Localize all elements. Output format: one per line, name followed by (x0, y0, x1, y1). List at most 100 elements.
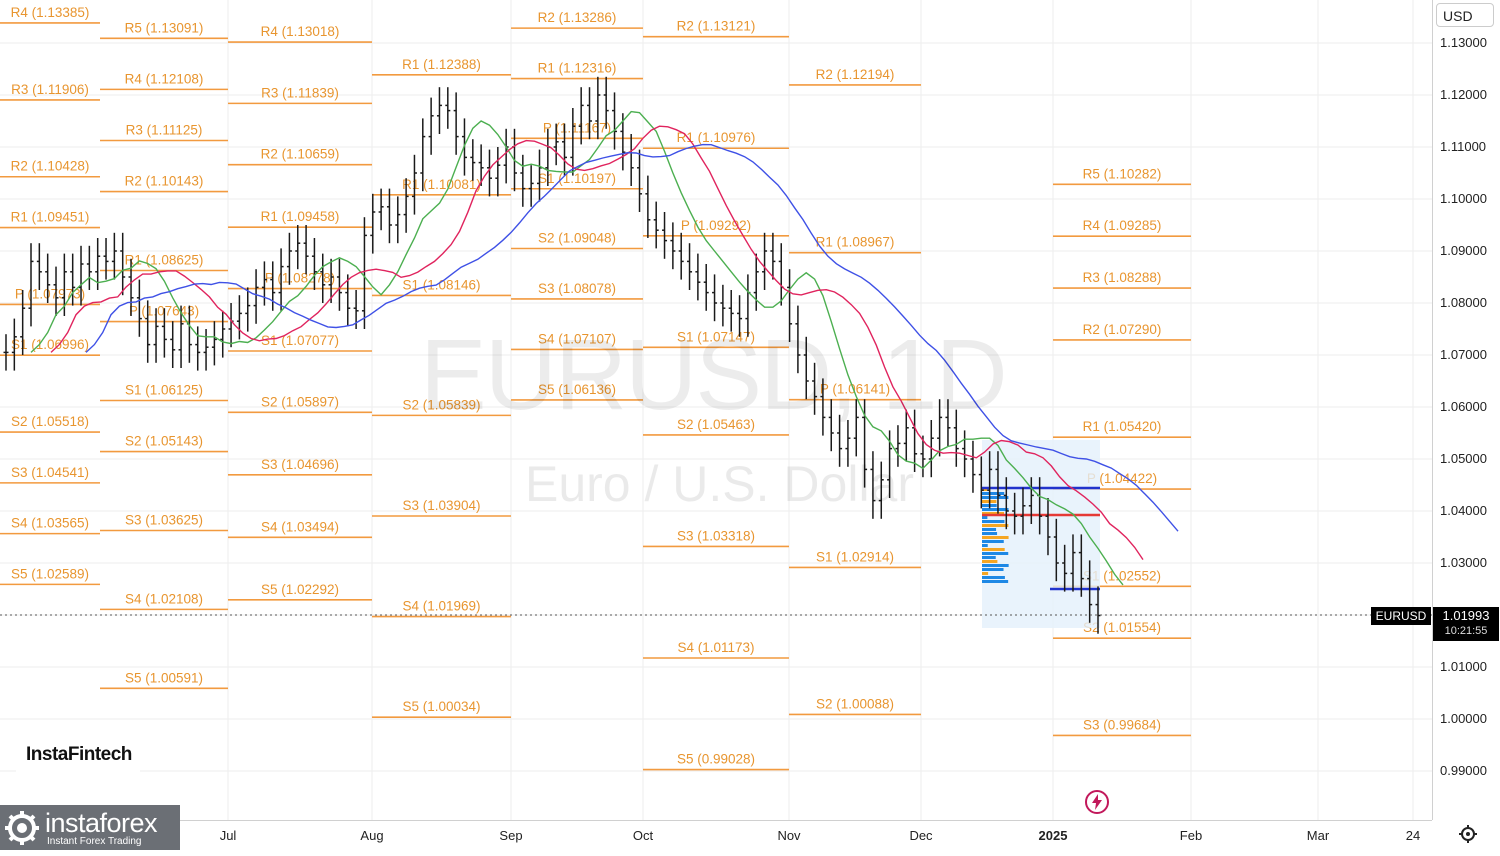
pivot-label: S3 (1.04541) (11, 465, 89, 480)
pivot-label: S1 (1.06996) (11, 337, 89, 352)
brand-panel (16, 720, 140, 780)
pivot-label: R2 (1.10143) (125, 174, 204, 189)
pivot-label: S2 (1.05518) (11, 414, 89, 429)
pivot-label: S5 (1.02589) (11, 566, 89, 581)
price-tick-label: 1.10000 (1440, 191, 1487, 206)
vp-bar (982, 496, 1009, 499)
price-tick-label: 1.11000 (1440, 139, 1486, 154)
pivot-label: R5 (1.13091) (125, 20, 204, 35)
price-tick-label: 1.05000 (1440, 451, 1487, 466)
moving-averages (30, 110, 1179, 586)
ma-mid-line (50, 125, 1144, 560)
pivot-label: R2 (1.13121) (677, 19, 756, 34)
pivot-label: S1 (1.02552) (1083, 568, 1161, 583)
pivot-label: S1 (1.06125) (125, 383, 203, 398)
price-tick-label: 0.99000 (1440, 763, 1487, 778)
candlesticks (3, 76, 1101, 634)
price-chart[interactable]: R4 (1.13385) R3 (1.11906) R2 (1.10428) R1 (… (0, 0, 1432, 820)
time-tick-label: Feb (1180, 828, 1202, 843)
pivot-label: S3 (1.03318) (677, 528, 755, 543)
vp-bar (982, 532, 998, 535)
pivot-label: S4 (1.03565) (11, 516, 89, 531)
logo-tagline: Instant Forex Trading (47, 836, 142, 847)
vp-bar (982, 576, 1005, 579)
watermark-name: Euro / U.S. Dollar (525, 456, 915, 512)
pivot-label: R3 (1.11125) (126, 123, 203, 138)
volume-profile (982, 440, 1100, 628)
pivot-label: P (1.06141) (820, 382, 890, 397)
pivot-label: S4 (1.01969) (402, 599, 480, 614)
pivot-label: R1 (1.12388) (402, 57, 481, 72)
pivot-label: S1 (1.07077) (261, 333, 339, 348)
vp-bar (982, 548, 1005, 551)
pivot-label: R2 (1.13286) (538, 10, 617, 25)
price-axis[interactable]: 1.13000 1.12000 1.11000 1.10000 1.09000 1.080… (1432, 0, 1500, 820)
pivot-label: R1 (1.10976) (677, 130, 756, 145)
pivot-label: R4 (1.13385) (11, 5, 90, 20)
vp-bar (982, 560, 998, 563)
lightning-icon[interactable] (1084, 789, 1110, 815)
pivot-label: S4 (1.07107) (538, 331, 616, 346)
pivot-label: R4 (1.13018) (261, 24, 340, 39)
pivot-label: R1 (1.08967) (816, 235, 895, 250)
symbol-tag: EURUSD (1371, 607, 1431, 625)
ma-slow-line (85, 143, 1179, 532)
pivot-label: S1 (1.07147) (677, 329, 755, 344)
price-tick-label: 1.06000 (1440, 399, 1487, 414)
pivot-label: P (1.07973) (15, 286, 85, 301)
pivot-label: S4 (1.03494) (261, 519, 339, 534)
vp-bar (982, 552, 1009, 555)
pivot-label: S2 (1.05143) (125, 434, 203, 449)
last-price-badge: 1.01993 10:21:55 (1433, 607, 1499, 641)
pivot-label: S4 (1.02108) (125, 591, 203, 606)
vp-box (982, 440, 1100, 628)
brand-label: InstaFintech (26, 744, 132, 765)
pivot-label: P (1.08278) (265, 271, 335, 286)
price-tick-label: 1.03000 (1440, 555, 1487, 570)
pivot-label: R5 (1.10282) (1083, 166, 1162, 181)
price-tick-label: 1.00000 (1440, 711, 1487, 726)
pivot-label: R4 (1.12108) (125, 71, 204, 86)
vp-bar (982, 508, 1009, 511)
price-tick-label: 1.07000 (1440, 347, 1487, 362)
pivot-label: S3 (0.99684) (1083, 717, 1161, 732)
price-tick-label: 1.13000 (1440, 35, 1487, 50)
vp-bar (982, 524, 1009, 527)
pivot-label: R1 (1.09451) (11, 210, 90, 225)
pivot-label: R2 (1.12194) (816, 67, 895, 82)
price-tick-label: 1.08000 (1440, 295, 1487, 310)
pivot-label: S5 (1.02292) (261, 582, 339, 597)
bar-countdown: 10:21:55 (1444, 625, 1488, 637)
vp-bar (982, 556, 996, 559)
vp-bar (982, 568, 1004, 571)
pivot-label: S3 (1.04696) (261, 457, 339, 472)
currency-button[interactable]: USD (1436, 3, 1494, 27)
pivot-label: R3 (1.08288) (1083, 270, 1162, 285)
vp-bar (982, 512, 1005, 515)
pivot-label: R3 (1.11839) (261, 85, 339, 100)
pivot-levels: R4 (1.13385) R3 (1.11906) R2 (1.10428) R1 (… (0, 5, 1191, 771)
instaforex-logo: instaforex Instant Forex Trading (0, 805, 180, 850)
time-tick-label: 2025 (1039, 828, 1068, 843)
logo-icon (5, 811, 39, 845)
pivot-label: S2 (1.01554) (1083, 620, 1161, 635)
pivot-label: S5 (1.06136) (538, 382, 616, 397)
time-tick-label: Aug (360, 828, 383, 843)
pivot-label: S5 (1.00591) (125, 670, 203, 685)
pivot-label: S1 (1.08146) (402, 277, 480, 292)
vp-bar (982, 536, 1009, 539)
price-tick-label: 1.01000 (1440, 659, 1487, 674)
pivot-label: S5 (0.99028) (677, 752, 755, 767)
gear-icon[interactable] (1456, 824, 1480, 846)
vp-bar (982, 488, 987, 491)
pivot-label: R3 (1.11906) (11, 82, 89, 97)
pivot-label: R2 (1.07290) (1083, 322, 1162, 337)
pivot-label: S2 (1.05897) (261, 394, 339, 409)
time-tick-label: Nov (777, 828, 801, 843)
pivot-label: R1 (1.05420) (1083, 419, 1162, 434)
time-axis[interactable]: Jul Aug Sep Oct Nov Dec 2025 Feb Mar 24 (0, 820, 1432, 851)
price-tick-label: 1.04000 (1440, 503, 1487, 518)
pivot-label: R1 (1.10081) (402, 177, 481, 192)
pivot-label: R1 (1.08625) (125, 253, 204, 268)
vp-bar (982, 544, 988, 547)
